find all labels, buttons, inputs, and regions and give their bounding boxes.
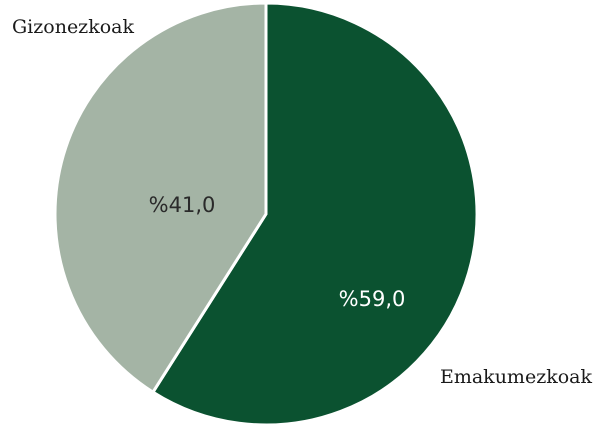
pie-slice-gizonezkoak [53,1,268,394]
pie-category-label: Gizonezkoak [12,16,134,38]
pie-category-label: Emakumezkoak [440,366,593,388]
pie-slices [53,1,479,427]
pie-value-label: %59,0 [339,287,406,311]
pie-slice-emakumezkoak [151,1,479,427]
pie-labels: %59,0 Emakumezkoak %41,0 Gizonezkoak [12,16,592,388]
pie-value-label: %41,0 [149,193,216,217]
